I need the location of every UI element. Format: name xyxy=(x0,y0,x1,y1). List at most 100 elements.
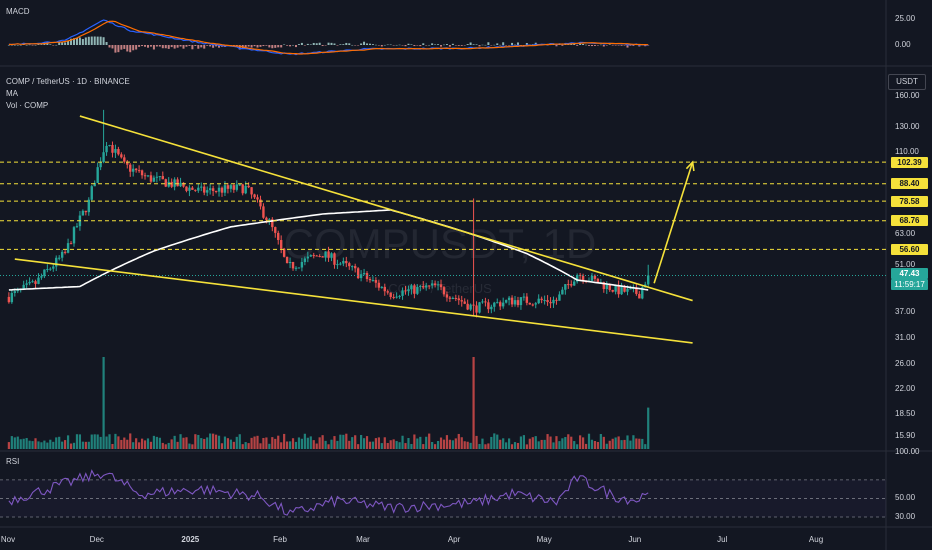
macd-histogram-bar xyxy=(105,42,108,45)
macd-histogram-bar xyxy=(55,44,58,46)
volume-bar xyxy=(244,442,247,449)
volume-bar xyxy=(410,443,413,449)
candle-body xyxy=(487,302,490,310)
candle-body xyxy=(84,210,88,213)
volume-bar xyxy=(371,441,375,449)
macd-histogram-bar xyxy=(395,44,398,46)
candle-body xyxy=(573,281,576,286)
volume-bar xyxy=(626,435,629,449)
macd-histogram-bar xyxy=(28,44,31,46)
candle-body xyxy=(137,170,141,172)
candle-body xyxy=(10,292,14,303)
volume-bar xyxy=(28,440,31,449)
candle-body xyxy=(336,264,339,266)
candle-body xyxy=(318,255,321,257)
volume-bar xyxy=(34,438,37,449)
candle-body xyxy=(123,157,126,162)
macd-histogram-bar xyxy=(576,45,579,46)
volume-bar xyxy=(445,435,449,449)
macd-histogram-bar xyxy=(605,45,608,46)
volume-bar xyxy=(214,434,218,449)
candle-body xyxy=(203,186,206,193)
volume-bar xyxy=(342,434,345,449)
price-tick-label: 26.00 xyxy=(895,358,916,368)
volume-bar xyxy=(52,441,55,449)
candle-body xyxy=(291,261,295,269)
volume-bar xyxy=(635,438,638,449)
candle-body xyxy=(333,253,336,265)
macd-histogram-bar xyxy=(419,45,422,47)
volume-bar xyxy=(638,438,641,449)
volume-bar xyxy=(351,437,354,449)
volume-bar xyxy=(72,442,76,449)
macd-histogram-bar xyxy=(135,45,138,50)
ma-indicator-label[interactable]: MA xyxy=(6,89,18,98)
macd-histogram-bar xyxy=(561,45,564,46)
macd-histogram-bar xyxy=(114,45,117,53)
candle-body xyxy=(478,302,481,313)
candle-body xyxy=(31,281,34,283)
volume-bar xyxy=(191,444,194,449)
volume-bar xyxy=(64,440,67,449)
volume-bar xyxy=(457,433,460,449)
volume-bar xyxy=(152,435,156,449)
candle-body xyxy=(312,255,315,257)
volume-bar xyxy=(117,436,120,449)
candle-body xyxy=(436,284,440,286)
candle-body xyxy=(277,232,280,241)
candle-body xyxy=(244,185,247,194)
candle-body xyxy=(463,301,466,304)
macd-histogram-bar xyxy=(132,45,135,51)
candle-body xyxy=(303,258,307,263)
candle-body xyxy=(534,303,537,305)
price-tick-label: 130.00 xyxy=(895,121,920,131)
candle-body xyxy=(182,182,185,187)
candle-body xyxy=(327,251,330,258)
macd-histogram-bar xyxy=(176,45,179,48)
volume-bar xyxy=(436,441,440,449)
symbol-title[interactable]: COMP / TetherUS · 1D · BINANCE xyxy=(6,77,130,86)
watermark-name: COMP / TetherUS xyxy=(388,281,492,296)
volume-bar xyxy=(235,436,238,449)
price-tick-label: 37.00 xyxy=(895,307,916,317)
candle-body xyxy=(401,290,404,296)
candle-body xyxy=(493,302,496,307)
currency-button[interactable]: USDT xyxy=(888,74,926,90)
macd-histogram-bar xyxy=(431,43,434,45)
volume-bar xyxy=(84,441,87,449)
volume-bar xyxy=(374,438,378,449)
rsi-tick-label: 50.00 xyxy=(895,493,916,503)
macd-signal-line xyxy=(8,20,649,55)
macd-histogram-bar xyxy=(342,44,345,45)
macd-histogram-bar xyxy=(460,45,463,46)
macd-histogram-bar xyxy=(126,45,129,52)
volume-bar xyxy=(546,434,549,449)
macd-histogram-bar xyxy=(490,45,493,46)
candle-body xyxy=(229,185,233,189)
macd-histogram-bar xyxy=(555,45,558,47)
volume-indicator-label[interactable]: Vol · COMP xyxy=(6,101,49,110)
macd-histogram-bar xyxy=(197,45,200,49)
macd-histogram-bar xyxy=(75,37,78,45)
macd-histogram-bar xyxy=(182,45,185,49)
macd-histogram-bar xyxy=(448,45,451,47)
volume-bar xyxy=(398,442,401,449)
volume-bar xyxy=(179,434,182,449)
candle-body xyxy=(451,297,455,299)
candle-body xyxy=(368,278,372,281)
macd-histogram-bar xyxy=(265,45,268,46)
macd-histogram-bar xyxy=(593,45,596,46)
macd-histogram-bar xyxy=(380,45,383,47)
volume-bar xyxy=(475,435,478,449)
macd-histogram-bar xyxy=(617,45,620,46)
candle-body xyxy=(217,187,221,192)
macd-histogram-bar xyxy=(440,45,443,47)
candle-body xyxy=(614,285,617,292)
candle-body xyxy=(262,206,265,218)
macd-histogram-bar xyxy=(404,45,407,47)
candle-body xyxy=(439,284,443,288)
volume-bar xyxy=(300,438,304,449)
volume-bar xyxy=(22,438,25,449)
candle-body xyxy=(28,281,31,284)
